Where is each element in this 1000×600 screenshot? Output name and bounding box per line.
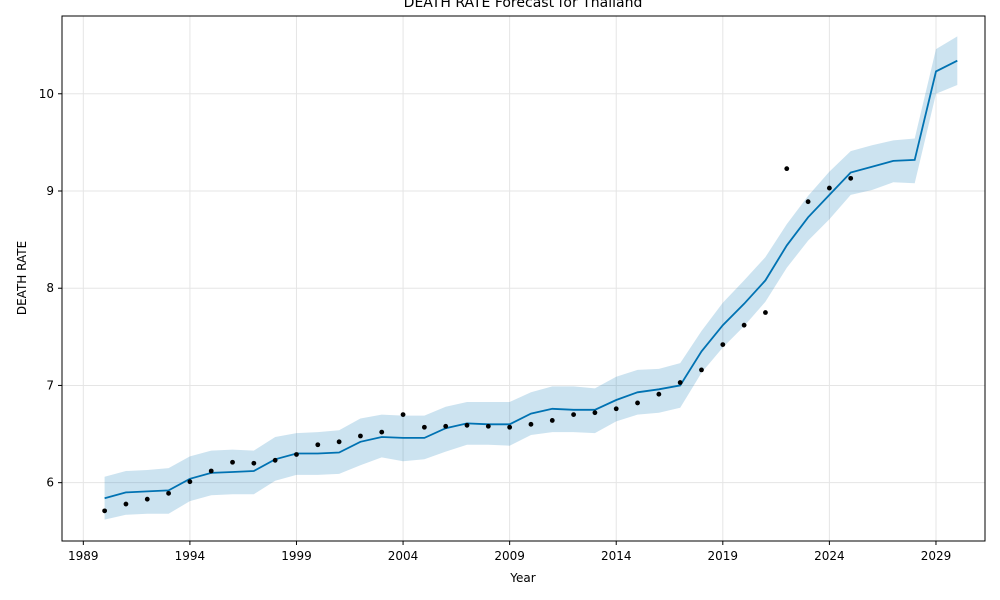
observed-points-group [102,166,854,514]
observed-point [123,501,129,507]
grid-lines [62,16,985,541]
observed-point [571,412,576,418]
observed-point [528,421,534,427]
x-tick-label: 2029 [921,549,952,563]
x-tick-label: 2024 [814,549,845,563]
observed-point [336,439,342,445]
forecast-line-group [104,59,958,500]
observed-point [187,479,193,485]
y-axis-label: DEATH RATE [15,241,29,315]
observed-point [272,457,278,463]
y-axis-ticks: 6 7 8 9 10 [39,87,62,490]
observed-point [826,185,832,191]
observed-point [677,380,683,385]
observed-point [485,423,491,429]
observed-point [613,406,619,412]
observed-point [784,166,790,172]
observed-point [848,175,854,181]
x-tick-label: 2019 [708,549,739,563]
observed-point [635,400,640,406]
y-tick-label: 7 [46,378,54,392]
observed-point [592,410,598,416]
x-tick-label: 2009 [494,549,525,563]
y-tick-label: 9 [46,184,54,198]
chart-title: DEATH RATE Forecast for Thailand [404,0,643,11]
y-tick-label: 6 [46,476,54,490]
observed-point [166,490,171,496]
observed-point [379,429,385,435]
x-axis-label: Year [509,571,535,585]
observed-point [656,391,662,397]
x-tick-label: 1994 [175,549,206,563]
x-tick-label: 1989 [68,549,99,563]
x-axis-ticks: 1989 1994 1999 2004 2009 2014 2019 2024 2029 [68,541,951,563]
observed-point [208,468,214,474]
observed-point [294,452,299,457]
observed-point [251,460,257,466]
observed-point [400,412,406,418]
observed-point [507,424,513,430]
x-tick-label: 2004 [388,549,419,563]
observed-point [763,310,768,315]
observed-point [805,199,811,205]
y-tick-label: 10 [39,87,54,101]
observed-point [549,418,555,423]
x-tick-label: 1999 [281,549,312,563]
observed-point [464,422,470,428]
forecast-line [104,59,958,500]
observed-point [230,459,235,465]
y-tick-label: 8 [46,281,54,295]
observed-point [315,442,321,448]
x-tick-label: 2014 [601,549,632,563]
observed-point [699,367,704,373]
axes [61,15,986,542]
observed-point [358,433,363,439]
observed-point [741,322,747,328]
observed-point [421,424,427,430]
observed-point [144,496,150,502]
observed-point [443,423,449,429]
observed-point [102,508,108,514]
plot-frame [61,15,986,542]
observed-point [720,342,726,348]
